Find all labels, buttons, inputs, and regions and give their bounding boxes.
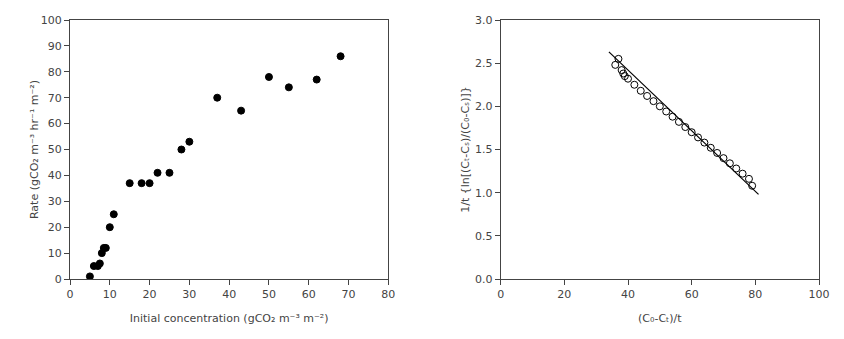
svg-text:60: 60 (302, 288, 316, 301)
svg-text:50: 50 (262, 288, 276, 301)
svg-text:80: 80 (748, 288, 762, 301)
svg-text:80: 80 (48, 66, 62, 79)
svg-text:40: 40 (48, 169, 62, 182)
svg-text:(C₀-Cₜ)/t: (C₀-Cₜ)/t (638, 312, 682, 325)
svg-text:0: 0 (497, 288, 504, 301)
svg-text:3.0: 3.0 (475, 14, 493, 27)
svg-text:Rate (gCO₂ m⁻³ hr⁻¹ m⁻²): Rate (gCO₂ m⁻³ hr⁻¹ m⁻²) (28, 80, 41, 219)
svg-text:40: 40 (621, 288, 635, 301)
svg-text:1.5: 1.5 (475, 143, 493, 156)
svg-text:100: 100 (809, 288, 830, 301)
svg-text:20: 20 (48, 221, 62, 234)
svg-text:20: 20 (557, 288, 571, 301)
svg-text:2.0: 2.0 (475, 100, 493, 113)
svg-text:Initial concentration (gCO₂ m⁻: Initial concentration (gCO₂ m⁻³ m⁻²) (130, 312, 329, 325)
svg-text:0: 0 (55, 273, 62, 286)
svg-text:20: 20 (143, 288, 157, 301)
svg-text:10: 10 (103, 288, 117, 301)
svg-text:50: 50 (48, 143, 62, 156)
svg-text:1.0: 1.0 (475, 187, 493, 200)
svg-text:30: 30 (48, 195, 62, 208)
svg-text:100: 100 (41, 14, 62, 27)
svg-text:40: 40 (222, 288, 236, 301)
svg-text:60: 60 (48, 117, 62, 130)
svg-text:2.5: 2.5 (475, 57, 493, 70)
svg-text:0: 0 (67, 288, 74, 301)
svg-text:1/t {ln[(Cₜ-Cₛ)/(C₀-Cₛ)]}: 1/t {ln[(Cₜ-Cₛ)/(C₀-Cₛ)]} (459, 86, 472, 213)
svg-text:10: 10 (48, 247, 62, 260)
svg-text:60: 60 (685, 288, 699, 301)
svg-text:70: 70 (48, 92, 62, 105)
svg-text:30: 30 (182, 288, 196, 301)
svg-text:0.0: 0.0 (475, 273, 493, 286)
svg-text:80: 80 (381, 288, 395, 301)
svg-text:0.5: 0.5 (475, 230, 493, 243)
svg-text:70: 70 (342, 288, 356, 301)
svg-text:90: 90 (48, 40, 62, 53)
